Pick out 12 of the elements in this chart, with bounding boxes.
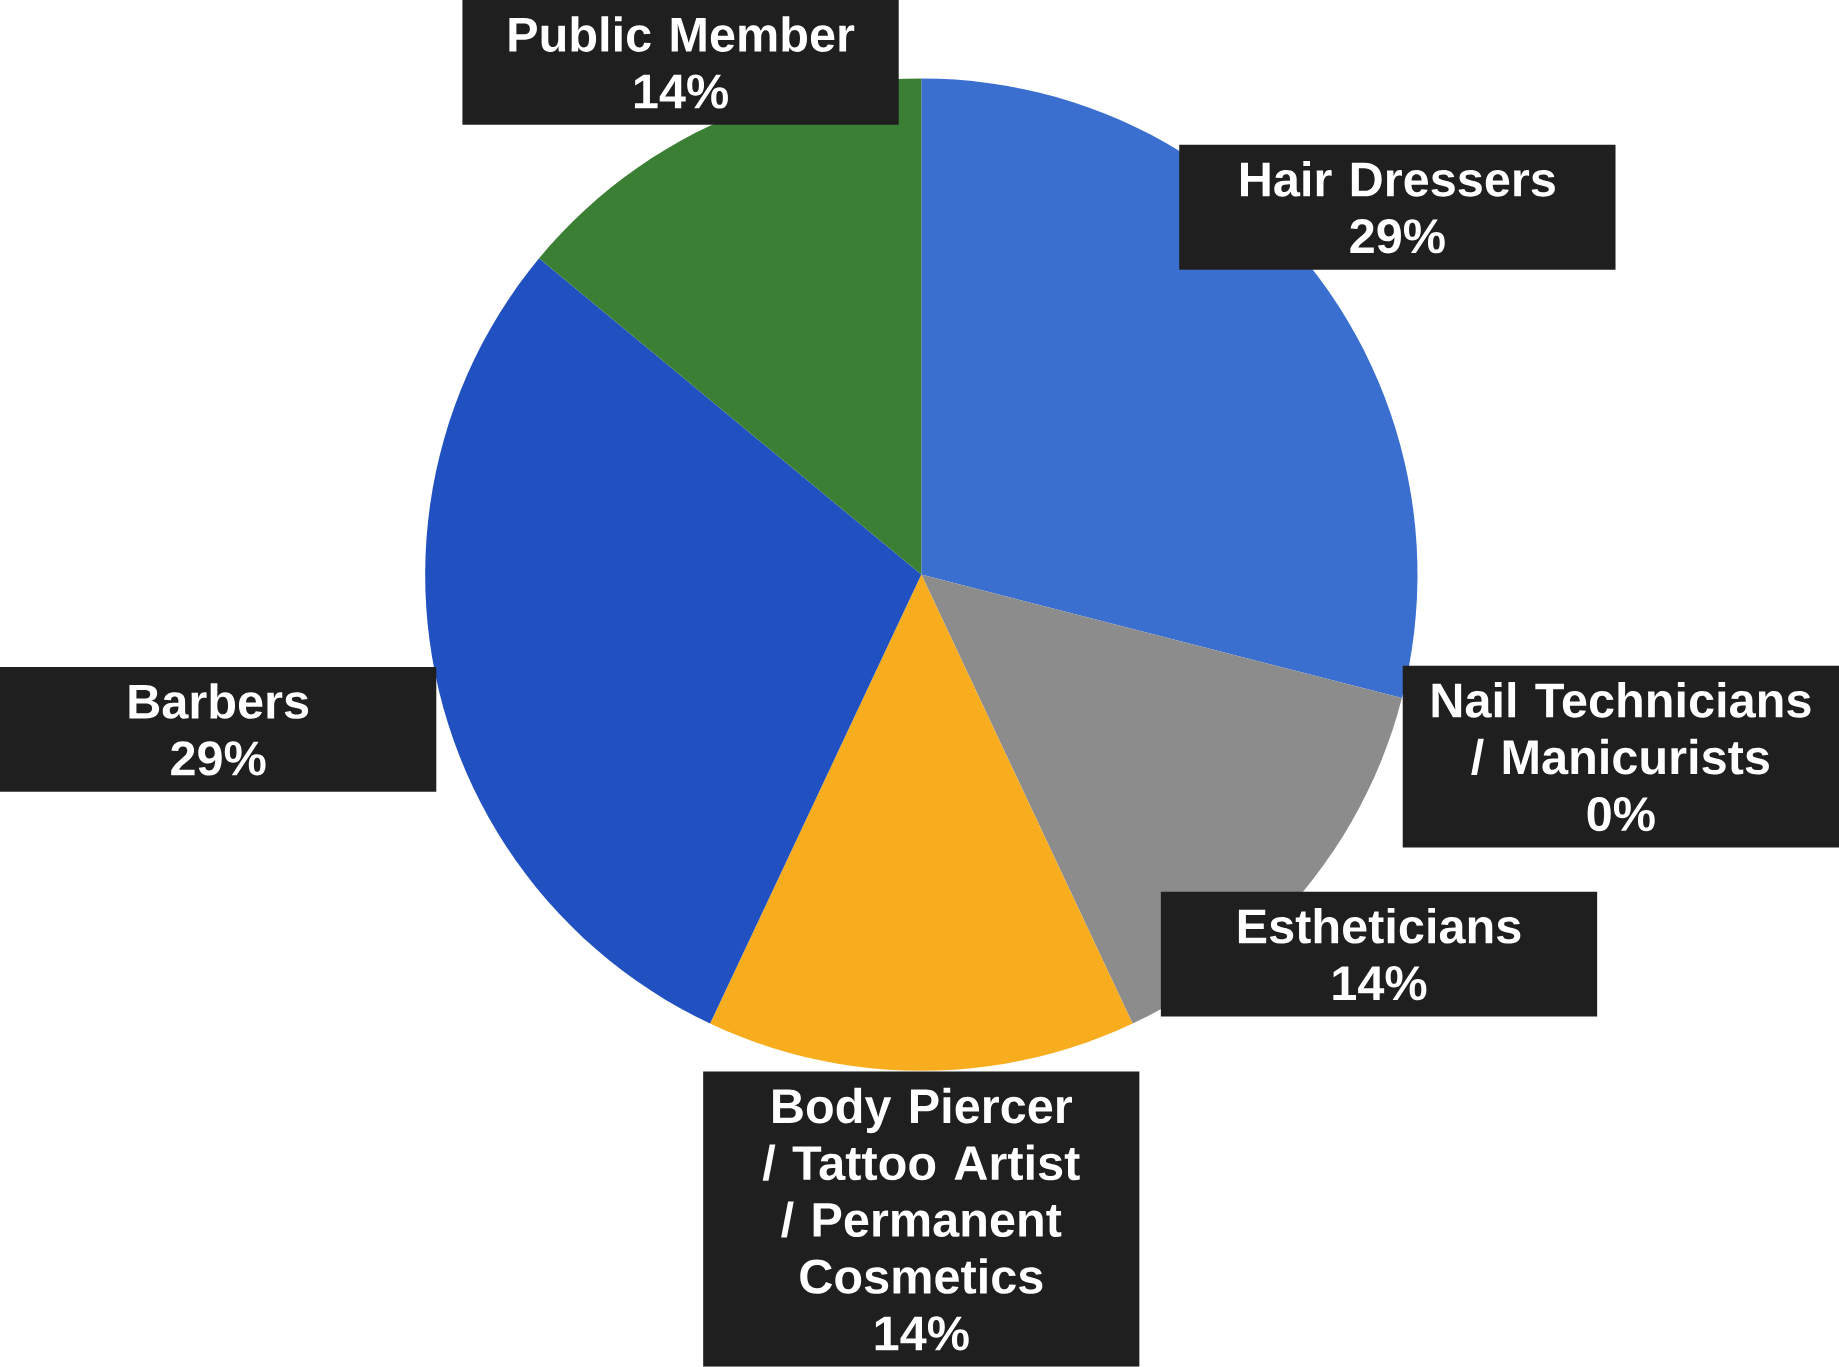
slice-label: Estheticians [1238,908,1521,944]
category-label: Nail Technicians / Manicurists [1432,682,1811,776]
data-label: 14% [875,1316,969,1351]
data-label: 14% [634,74,728,109]
text: 0% [1587,796,1655,832]
data-label: 29% [1350,219,1445,254]
slice-label: Hair Dressers [1240,161,1555,197]
slice-label: Public Member [509,16,855,53]
data-label: 14% [1333,966,1427,1001]
data-label: 29% [171,741,266,776]
slice-label: Body Piercer / Tattoo Artist / Permanent Cosmetics [762,1087,1080,1294]
slice-label: Barbers [129,683,309,719]
